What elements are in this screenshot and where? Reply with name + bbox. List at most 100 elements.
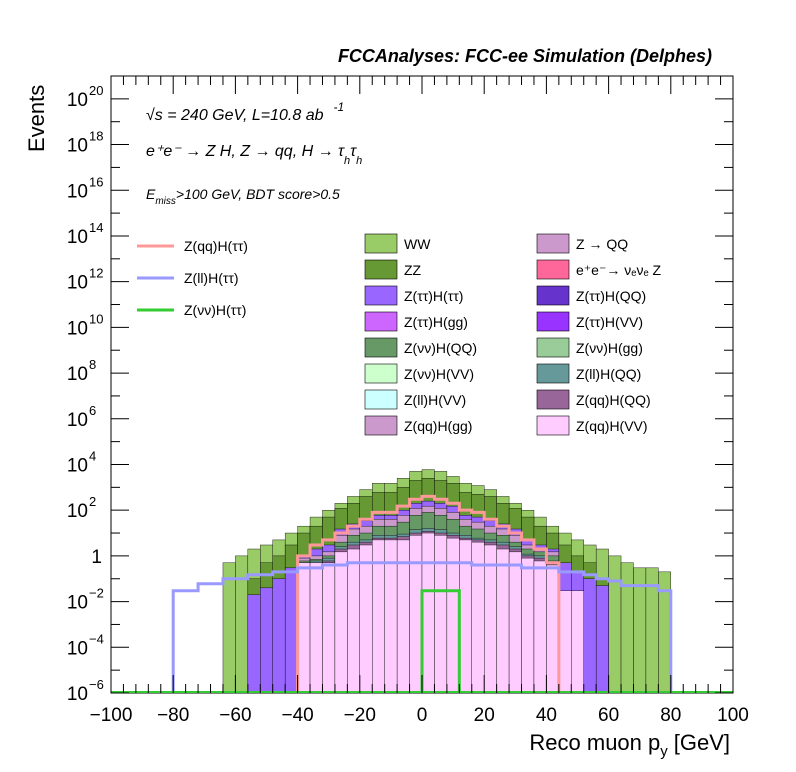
legend-box-label: Z(ττ)H(VV) <box>576 314 643 330</box>
stack-bar <box>347 548 360 694</box>
y-tick-exponent: 6 <box>89 403 96 418</box>
x-tick-label: −60 <box>219 705 251 726</box>
y-tick-label: 10 <box>67 273 88 294</box>
legend-box-label: Z → QQ <box>576 236 628 252</box>
emiss-E: E <box>146 186 156 202</box>
stack-bar <box>284 567 298 694</box>
stack-bar <box>546 564 560 694</box>
y-tick-exponent: −6 <box>89 677 104 692</box>
y-axis-title: Events <box>24 85 49 152</box>
y-tick-label: 10 <box>67 227 88 248</box>
x-axis-title-unit: [GeV] <box>674 730 730 755</box>
stack-bar <box>222 562 236 694</box>
y-tick-exponent: −4 <box>89 631 104 646</box>
stack-bar <box>260 587 273 694</box>
legend-box-swatch <box>364 233 398 254</box>
stack-bar <box>496 548 510 694</box>
x-axis-title-main: Reco muon p <box>529 730 660 755</box>
legend-box-swatch <box>364 285 398 306</box>
x-ticks: −100 −80 −60 −40 −20 0 20 40 60 80 100 <box>90 76 749 726</box>
legend-box-label: WW <box>404 236 431 252</box>
stack-bar <box>409 535 423 694</box>
legend-box-swatch <box>364 389 398 410</box>
legend-box-label: Z(ττ)H(QQ) <box>576 288 646 304</box>
y-tick-exponent: 8 <box>89 357 96 372</box>
x-tick-label: −40 <box>281 705 313 726</box>
legend-box-label: Z(qq)H(QQ) <box>576 392 651 408</box>
legend-box-swatch <box>364 311 398 332</box>
stack-bar <box>571 590 584 694</box>
y-tick-exponent: 2 <box>89 494 96 509</box>
y-tick-label: 10 <box>67 455 88 476</box>
process-main: e⁺e⁻ → Z H, Z → qq, H → τ <box>146 143 345 160</box>
legend-box-label: Z(ττ)H(gg) <box>404 314 468 330</box>
energy-sup: -1 <box>334 100 345 114</box>
y-tick-exponent: 10 <box>89 311 103 326</box>
legend-box-swatch <box>364 337 398 358</box>
y-tick-exponent: 14 <box>89 220 103 235</box>
legend-box-label: Z(νν)H(VV) <box>404 366 474 382</box>
legend-box-swatch <box>536 337 570 358</box>
stack-bar <box>608 555 622 694</box>
stack-bar <box>533 560 547 694</box>
y-tick-exponent: 20 <box>89 83 103 98</box>
legend-box-swatch <box>536 233 570 254</box>
x-tick-label: 0 <box>417 705 428 726</box>
legend-box-label: Z(νν)H(QQ) <box>404 340 477 356</box>
stack-bar <box>235 555 249 694</box>
stack-bar <box>297 562 311 694</box>
legend-box-label: Z(ll)H(QQ) <box>576 366 641 382</box>
legend-box-swatch <box>536 259 570 280</box>
legend-line-label: Z(νν)H(ττ) <box>184 302 246 318</box>
legend-box-label: ZZ <box>404 262 422 278</box>
y-tick-label: 10 <box>67 684 88 705</box>
y-tick-exponent: 4 <box>89 448 96 463</box>
legend-box-label: Z(qq)H(gg) <box>404 418 472 434</box>
x-tick-label: −80 <box>157 705 189 726</box>
y-tick-label: 10 <box>67 181 88 202</box>
signal-line-2 <box>171 561 673 693</box>
signal-line-1 <box>296 494 561 693</box>
legend-box-swatch <box>536 415 570 436</box>
x-tick-label: 60 <box>598 705 619 726</box>
stack-bar <box>508 551 522 694</box>
legend-box-label: e⁺e⁻→ νₑνₑ Z <box>576 262 662 278</box>
y-tick-label: 10 <box>67 318 88 339</box>
stack-bar <box>359 544 373 694</box>
signal-line-3 <box>420 589 461 693</box>
stack-bar <box>521 557 535 694</box>
y-tick-label: 10 <box>67 90 88 111</box>
x-axis-title: Reco muon py [GeV] <box>529 730 730 760</box>
y-tick-label: 10 <box>67 638 88 659</box>
x-tick-label: 40 <box>536 705 557 726</box>
stack-bar <box>247 594 261 694</box>
energy-text: √s = 240 GeV, L=10.8 ab <box>146 107 324 124</box>
x-tick-label: −20 <box>344 705 376 726</box>
legend-box-swatch <box>536 285 570 306</box>
process-sub1: h <box>344 155 350 167</box>
y-tick-label: 10 <box>67 593 88 614</box>
legend-box-label: Z(νν)H(gg) <box>576 340 643 356</box>
header-title: FCCAnalyses: FCC-ee Simulation (Delphes) <box>338 46 712 66</box>
stack-bar <box>272 578 286 694</box>
legend-box-label: Z(ll)H(VV) <box>404 392 466 408</box>
y-tick-exponent: 16 <box>89 174 103 189</box>
y-tick-label: 10 <box>67 410 88 431</box>
x-axis-title-sub: y <box>660 743 668 760</box>
legend-box-swatch <box>364 363 398 384</box>
y-tick-exponent: 18 <box>89 129 103 144</box>
process-mid: τ <box>350 143 357 160</box>
y-tick-label: 10 <box>67 136 88 157</box>
x-tick-label: −100 <box>90 705 133 726</box>
legend-box-swatch <box>536 363 570 384</box>
y-tick-label: 10 <box>67 364 88 385</box>
stack-bar <box>595 585 609 694</box>
stack-bar <box>334 551 348 694</box>
process-sub2: h <box>356 155 362 167</box>
stack-bar <box>434 535 448 694</box>
process-label: e⁺e⁻ → Z H, Z → qq, H → τhτh <box>146 143 362 167</box>
stack-bar <box>322 562 336 694</box>
stack-bar <box>421 532 435 694</box>
legend-box-swatch <box>364 415 398 436</box>
legend: Z(qq)H(ττ) Z(ll)H(ττ) Z(νν)H(ττ) WW ZZ Z(ττ)H… <box>137 233 662 436</box>
